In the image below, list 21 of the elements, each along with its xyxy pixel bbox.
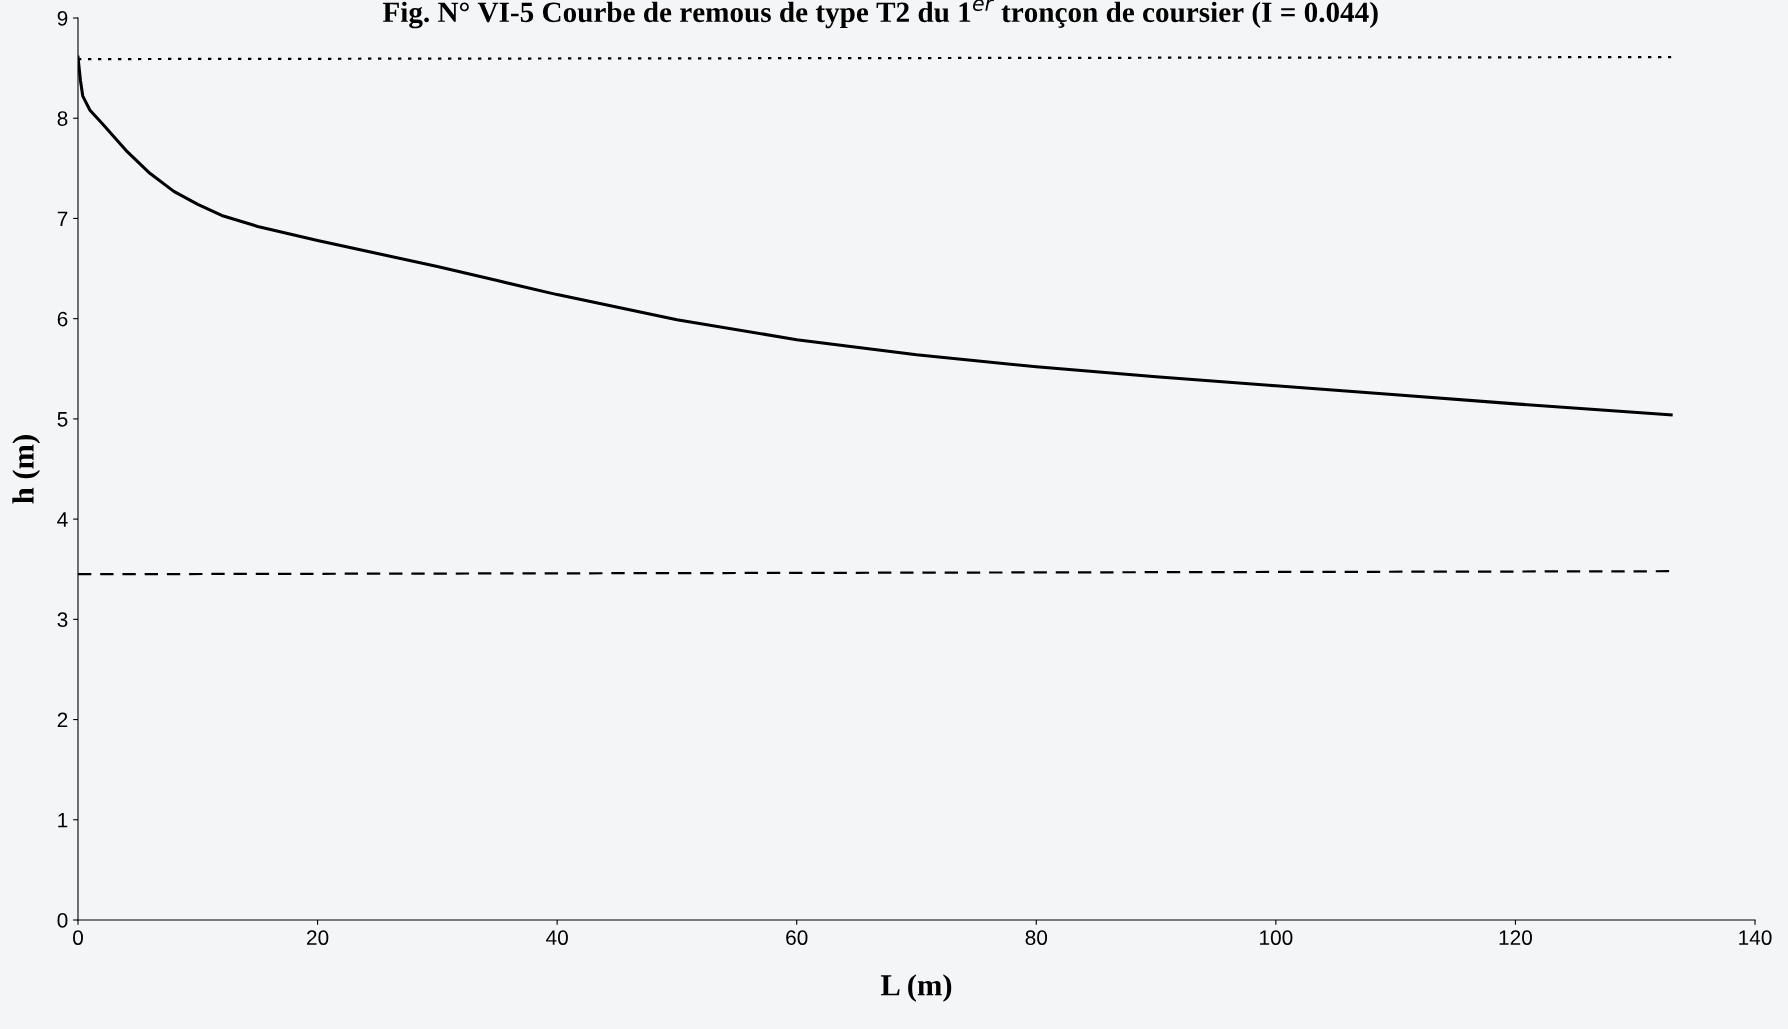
y-tick-label: 2 — [57, 712, 68, 728]
y-tick-label: 5 — [57, 412, 68, 427]
x-tick-label: 120 — [1499, 930, 1532, 946]
x-tick-label: 20 — [307, 930, 329, 946]
x-tick-label: 80 — [1025, 930, 1048, 946]
x-tick-label: 100 — [1260, 930, 1293, 946]
y-tick-label: 9 — [57, 11, 68, 26]
x-axis-title: L (m) — [880, 974, 952, 1002]
y-tick-label: 7 — [57, 211, 68, 226]
y-tick-label: 3 — [57, 612, 68, 628]
y-tick-label: 0 — [57, 913, 68, 928]
y-tick-label: 6 — [57, 311, 68, 327]
x-tick-label: 60 — [786, 930, 808, 946]
y-tick-label: 8 — [57, 111, 68, 126]
y-tick-label: 4 — [57, 512, 68, 527]
x-tick-label: 0 — [73, 930, 83, 946]
y-tick-label: 1 — [58, 812, 68, 828]
x-tick-label: 140 — [1739, 930, 1772, 946]
chart-title: Fig. N° VI-5 Courbe de remous de type T2 du 1$^{er}$ tronçon de coursier (I = 0.044) — [382, 0, 1378, 29]
x-tick-label: 40 — [546, 930, 568, 946]
y-axis-title: h (m) — [12, 435, 41, 504]
